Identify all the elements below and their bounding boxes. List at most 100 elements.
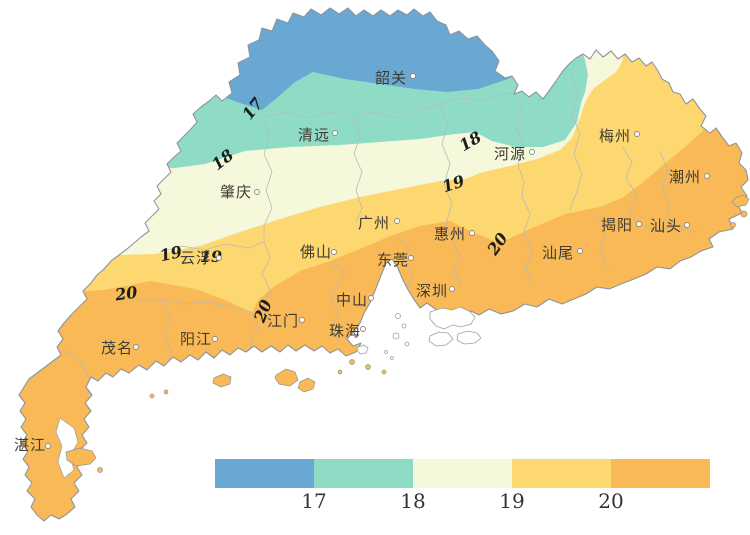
islet-outline <box>392 332 400 340</box>
city-marker <box>216 255 222 261</box>
island <box>212 373 232 388</box>
legend-swatch-gt20 <box>611 459 710 488</box>
legend: 17 18 19 20 <box>215 459 710 513</box>
islet-outline <box>401 323 407 329</box>
city-label: 梅州 <box>599 128 631 145</box>
city-label: 汕头 <box>650 218 682 235</box>
prefecture-boundary <box>261 92 515 119</box>
island <box>163 389 169 395</box>
macau-outline <box>356 344 369 355</box>
city-label: 揭阳 <box>601 217 633 234</box>
prefecture-boundary <box>659 151 671 223</box>
legend-ticks: 17 18 19 20 <box>301 489 623 513</box>
city-marker <box>299 317 305 323</box>
city-label: 珠海 <box>329 323 361 340</box>
city-label: 湛江 <box>14 437 46 454</box>
prefecture-boundary <box>621 145 637 225</box>
prefecture-boundary <box>569 73 583 211</box>
legend-tick: 20 <box>598 489 623 513</box>
city-label: 汕尾 <box>542 245 574 262</box>
islet-outline <box>395 313 401 319</box>
hongkong-outline <box>429 306 476 330</box>
city-label: 江门 <box>267 313 299 330</box>
city-marker <box>212 336 218 342</box>
city-marker <box>636 221 642 227</box>
isoline-label: 19 <box>200 247 222 266</box>
city-marker <box>704 173 710 179</box>
legend-tick: 19 <box>499 489 524 513</box>
city-marker <box>410 73 416 79</box>
isoline-label: 20 <box>113 283 139 305</box>
city-labels: 韶关 清远 梅州 河源 潮州 肇庆 广州 惠州 揭阳 汕头 佛山 云浮 东莞 汕… <box>14 70 700 454</box>
islands <box>65 194 750 473</box>
city-label: 中山 <box>336 292 368 309</box>
city-marker <box>368 295 374 301</box>
city-label: 茂名 <box>101 340 133 357</box>
legend-tick: 17 <box>301 489 326 513</box>
island <box>730 222 736 228</box>
city-marker <box>449 286 455 292</box>
island <box>349 359 355 365</box>
city-label: 东莞 <box>377 252 409 269</box>
hollow-areas <box>356 306 482 360</box>
prefecture-boundary <box>597 213 609 269</box>
islet-outline <box>390 356 394 360</box>
city-label: 广州 <box>358 215 390 232</box>
hongkong-island-outline <box>456 330 482 345</box>
island <box>274 368 299 387</box>
prefecture-boundary <box>439 103 453 241</box>
prefecture-boundary <box>261 241 271 319</box>
island <box>381 369 387 375</box>
prefecture-boundary <box>521 195 533 285</box>
prefecture-boundary <box>261 117 273 242</box>
city-marker <box>360 326 366 332</box>
city-label: 阳江 <box>180 331 212 348</box>
prefecture-boundary <box>635 223 697 233</box>
city-marker <box>577 248 583 254</box>
island <box>731 194 750 208</box>
city-marker <box>45 443 51 449</box>
lantau-outline <box>428 331 454 347</box>
city-marker <box>332 130 338 136</box>
legend-swatch-18-19 <box>413 459 512 488</box>
city-marker <box>254 189 260 195</box>
city-marker <box>684 222 690 228</box>
prefecture-boundary <box>161 299 173 367</box>
prefecture-boundary <box>351 117 363 223</box>
legend-swatch-17-18 <box>314 459 413 488</box>
city-label: 清远 <box>298 127 330 144</box>
city-label: 韶关 <box>375 70 407 87</box>
city-markers <box>45 73 710 449</box>
city-marker <box>331 249 337 255</box>
prefecture-boundary <box>117 295 253 313</box>
legend-swatch-19-20 <box>512 459 611 488</box>
island <box>337 369 343 375</box>
city-label: 惠州 <box>434 226 466 243</box>
island <box>149 393 155 399</box>
prefecture-boundary <box>329 261 345 297</box>
legend-swatch-lt17 <box>215 459 314 488</box>
city-marker <box>394 218 400 224</box>
city-marker <box>469 230 475 236</box>
city-marker <box>529 149 535 155</box>
island <box>297 377 316 393</box>
island <box>740 210 748 218</box>
prefecture-boundary <box>513 92 525 197</box>
prefecture-boundary <box>159 241 265 253</box>
island <box>97 467 103 473</box>
zhanjiang-bay <box>55 417 79 479</box>
islet-outline <box>384 350 388 354</box>
city-marker <box>408 255 414 261</box>
island <box>65 447 97 467</box>
city-marker <box>133 344 139 350</box>
city-label: 河源 <box>494 146 526 163</box>
city-label: 肇庆 <box>220 184 252 201</box>
province-outline <box>18 7 749 522</box>
prefecture-boundary <box>397 237 413 289</box>
city-label: 深圳 <box>416 283 448 300</box>
island <box>365 364 371 370</box>
city-label: 佛山 <box>300 244 332 261</box>
prefecture-boundary <box>329 295 341 343</box>
